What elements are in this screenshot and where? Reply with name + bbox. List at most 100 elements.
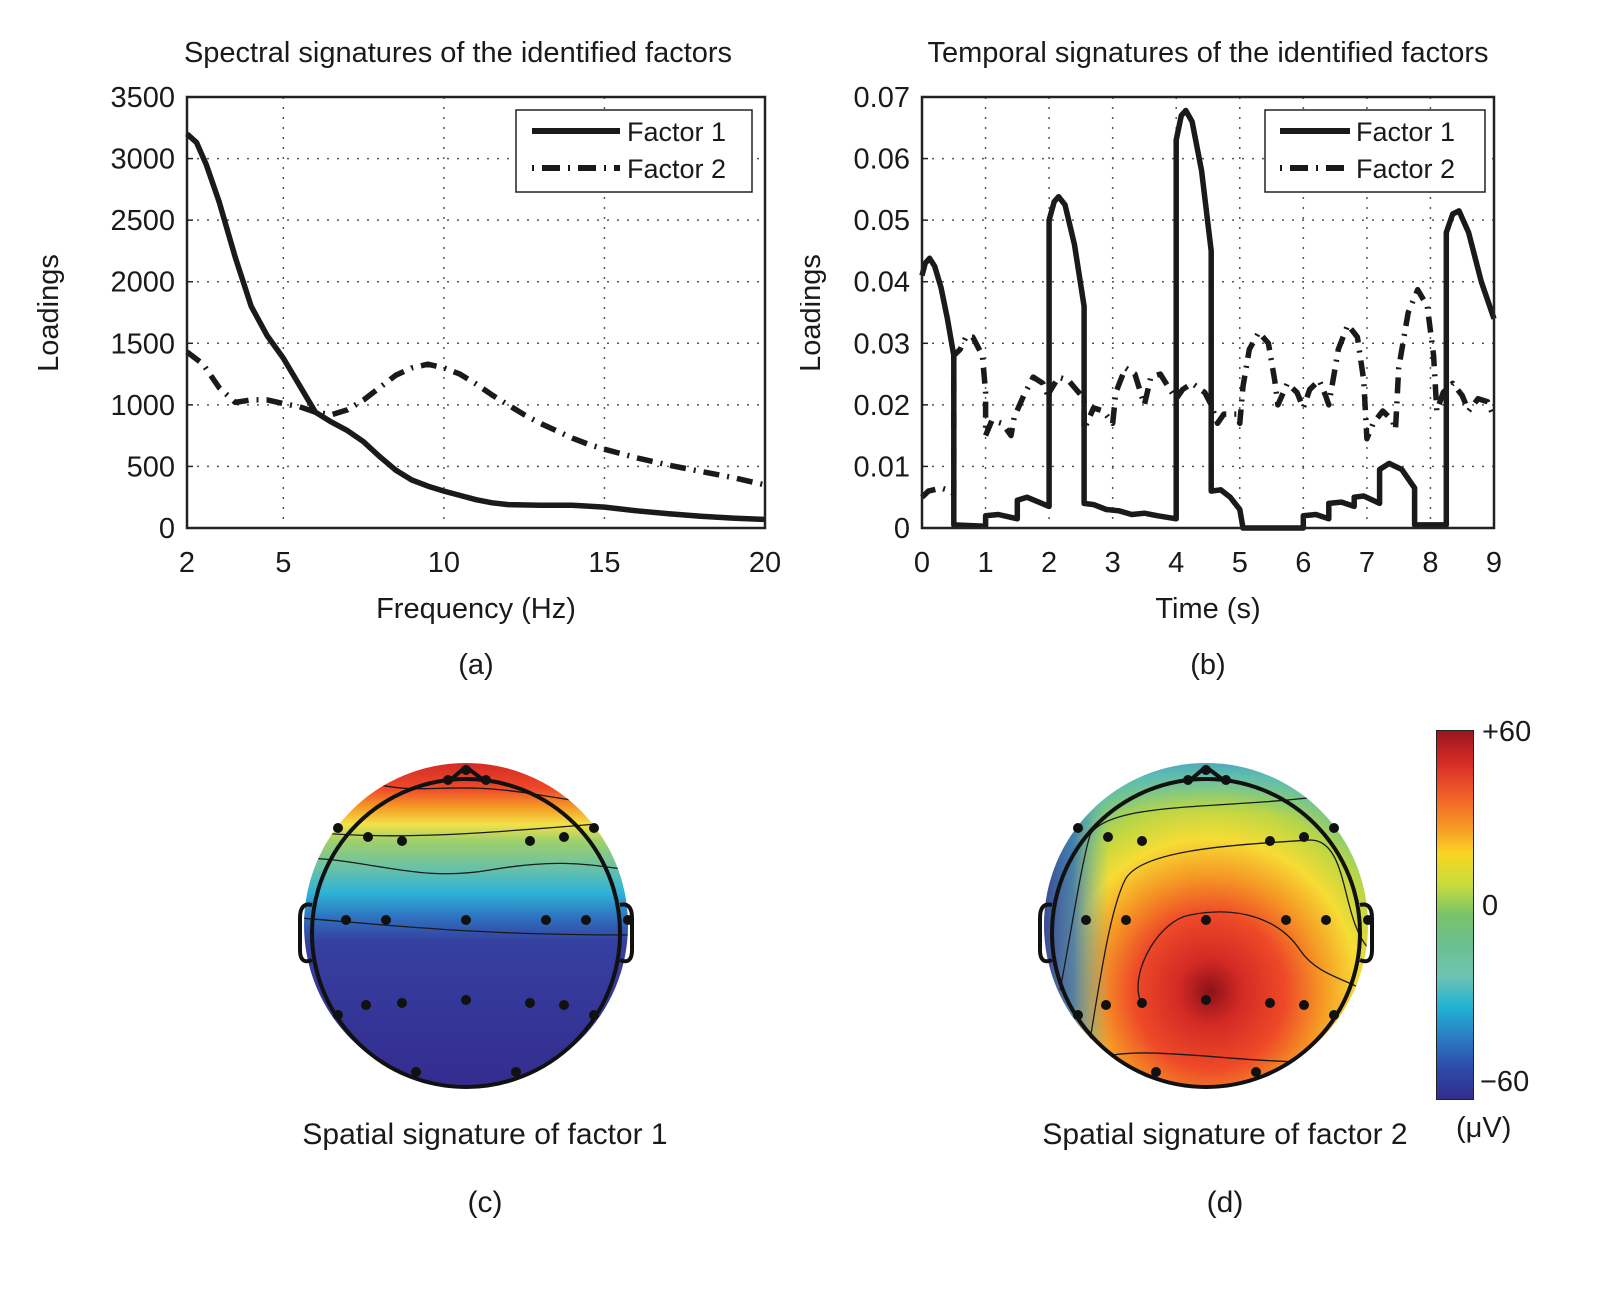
electrode xyxy=(581,915,591,925)
y-tick-label: 2500 xyxy=(110,205,175,237)
electrode xyxy=(525,836,535,846)
electrode xyxy=(1265,998,1275,1008)
electrode xyxy=(411,1067,421,1077)
electrodes xyxy=(333,765,633,1077)
y-tick-label: 2000 xyxy=(110,267,175,299)
electrode xyxy=(1251,1067,1261,1077)
electrode xyxy=(461,915,471,925)
y-tick-label: 0 xyxy=(159,513,175,545)
colorbar-mid-label: 0 xyxy=(1482,890,1499,922)
x-tick-labels: 0 1 2 3 4 5 6 7 8 9 xyxy=(914,547,1502,579)
y-tick-label: 0.06 xyxy=(854,144,910,176)
topography-frontal-negative xyxy=(1044,763,1368,1087)
contour-line xyxy=(1089,839,1368,1041)
colorbar-max-label: +60 xyxy=(1482,716,1532,748)
y-tick-label: 500 xyxy=(127,451,175,483)
plot-frame xyxy=(920,95,1496,530)
electrode xyxy=(397,998,407,1008)
x-tick-label: 3 xyxy=(1105,547,1121,579)
electrode xyxy=(1265,836,1275,846)
contour-line xyxy=(309,857,628,875)
colorbar-unit-label: (μV) xyxy=(1456,1112,1512,1144)
y-tick-label: 0.07 xyxy=(854,82,910,114)
electrode xyxy=(1201,915,1211,925)
electrode xyxy=(1137,836,1147,846)
chart-title: Temporal signatures of the identified fa… xyxy=(928,37,1489,69)
legend-label-factor-1: Factor 1 xyxy=(1356,117,1455,147)
head-circle xyxy=(310,777,622,1089)
x-axis-label: Time (s) xyxy=(1155,593,1260,625)
x-tick-label: 5 xyxy=(275,547,291,579)
electrodes xyxy=(1073,765,1373,1077)
electrode xyxy=(1137,998,1147,1008)
y-tick-label: 0.02 xyxy=(854,390,910,422)
x-axis-label: Frequency (Hz) xyxy=(376,593,576,625)
legend-label-factor-2: Factor 2 xyxy=(627,154,726,184)
electrode xyxy=(333,1010,343,1020)
electrode xyxy=(1183,775,1193,785)
electrode xyxy=(333,823,343,833)
electrode xyxy=(1103,832,1113,842)
y-tick-label: 0.03 xyxy=(854,328,910,360)
left-ear-icon xyxy=(298,902,313,964)
y-tick-label: 0.04 xyxy=(854,267,910,299)
legend-box xyxy=(1264,109,1486,193)
electrode xyxy=(1329,1010,1339,1020)
series-line-factor-1 xyxy=(919,107,1497,531)
head-circle xyxy=(1050,777,1362,1089)
electrode xyxy=(623,915,633,925)
caption-factor-1: Spatial signature of factor 1 xyxy=(302,1118,668,1151)
contour-line xyxy=(304,917,628,936)
y-axis-label: Loadings xyxy=(33,254,65,372)
x-tick-label: 1 xyxy=(977,547,993,579)
panel-label-b: (b) xyxy=(1190,649,1225,681)
scalp-map-factor-2 xyxy=(1038,763,1374,1089)
electrode xyxy=(1299,832,1309,842)
left-ear-icon xyxy=(1038,902,1053,964)
legend-box xyxy=(515,109,753,193)
chart-title: Spectral signatures of the identified fa… xyxy=(184,37,732,69)
panel-label-c: (c) xyxy=(467,1186,503,1219)
y-axis-label: Loadings xyxy=(800,254,827,372)
y-tick-label: 1500 xyxy=(110,328,175,360)
electrode xyxy=(525,998,535,1008)
spectral-chart: Spectral signatures of the identified fa… xyxy=(33,37,781,681)
series-line-factor-2 xyxy=(920,286,1497,500)
electrode xyxy=(1281,915,1291,925)
contour-line xyxy=(309,821,621,837)
electrode xyxy=(1121,915,1131,925)
colorbar xyxy=(1436,730,1474,1100)
y-tick-labels: 0 500 1000 1500 2000 2500 3000 3500 xyxy=(110,82,175,545)
plot-frame xyxy=(185,95,767,530)
panel-label-d: (d) xyxy=(1206,1186,1244,1219)
temporal-chart: Temporal signatures of the identified fa… xyxy=(800,37,1502,681)
electrode xyxy=(1101,1000,1111,1010)
electrode xyxy=(443,775,453,785)
electrode xyxy=(589,823,599,833)
electrode xyxy=(559,832,569,842)
x-tick-label: 5 xyxy=(1232,547,1248,579)
electrode xyxy=(1201,765,1211,775)
electrode xyxy=(1151,1067,1161,1077)
series-line-factor-1 xyxy=(185,131,766,523)
scalp-map-factor-1 xyxy=(298,763,634,1089)
electrode xyxy=(361,1000,371,1010)
legend: Factor 1 Factor 2 xyxy=(515,109,753,193)
series-lines xyxy=(919,107,1497,531)
y-tick-label: 0.05 xyxy=(854,205,910,237)
electrode xyxy=(589,1010,599,1020)
electrode xyxy=(341,915,351,925)
electrode xyxy=(363,832,373,842)
x-tick-labels: 2 5 10 15 20 xyxy=(179,547,781,579)
x-tick-label: 7 xyxy=(1359,547,1375,579)
series-lines xyxy=(185,131,766,523)
y-tick-label: 0 xyxy=(894,513,910,545)
electrode xyxy=(1221,775,1231,785)
electrode xyxy=(381,915,391,925)
x-tick-label: 2 xyxy=(1041,547,1057,579)
electrode xyxy=(1201,995,1211,1005)
right-ear-icon xyxy=(1359,902,1374,964)
electrode xyxy=(1081,915,1091,925)
electrode xyxy=(541,915,551,925)
y-tick-labels: 0 0.01 0.02 0.03 0.04 0.05 0.06 0.07 xyxy=(854,82,910,545)
